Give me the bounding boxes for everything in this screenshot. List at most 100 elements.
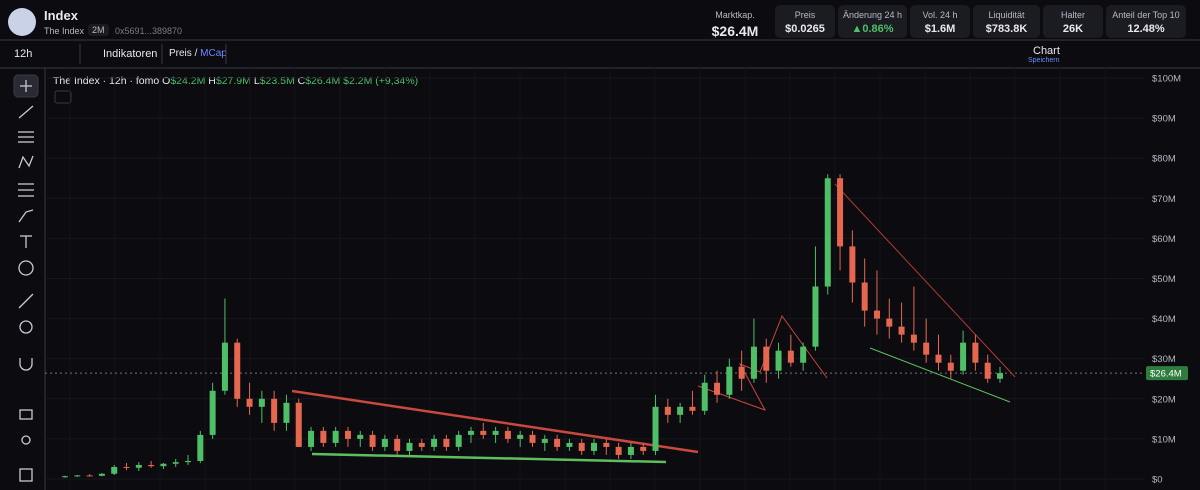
y-tick-label: $0: [1152, 475, 1163, 486]
candle-body: [775, 350, 782, 371]
candle-body: [504, 430, 511, 439]
stat-value: ▲0.86%: [851, 23, 894, 35]
interval[interactable]: 12h: [14, 48, 33, 60]
candle-body: [689, 406, 696, 411]
candle-body: [480, 430, 487, 435]
candle-body: [787, 350, 794, 363]
candle-body: [677, 406, 684, 415]
candle-body: [172, 462, 179, 464]
stat: Marktkap. $26.4M: [700, 5, 770, 39]
candle-body: [652, 406, 659, 451]
y-tick-label: $10M: [1152, 434, 1176, 445]
token-subtitle: The Index: [44, 26, 85, 36]
candle-body: [664, 406, 671, 415]
candle-body: [517, 434, 524, 439]
stat-label: Änderung 24 h: [842, 10, 903, 20]
sep: /: [194, 48, 198, 59]
stat-label: Preis: [794, 10, 816, 20]
candle-body: [578, 442, 585, 451]
stat-label: Liquidität: [988, 10, 1025, 20]
candle-body: [873, 310, 880, 319]
y-tick-label: $50M: [1152, 274, 1176, 285]
candle-body: [627, 446, 634, 455]
candle-body: [394, 438, 401, 451]
stat: Liquidität $783.8K: [973, 5, 1040, 38]
candle-body: [763, 346, 770, 371]
candle-body: [824, 178, 831, 287]
candle-body: [603, 442, 610, 447]
candle-body: [886, 318, 893, 327]
y-tick-label: $100M: [1152, 74, 1181, 85]
save[interactable]: Speichern: [1028, 57, 1060, 64]
candle-body: [714, 382, 721, 395]
c-key: C: [297, 75, 306, 87]
candle-body: [123, 466, 130, 468]
stat-value: 26K: [1062, 23, 1084, 35]
candle-body: [467, 430, 474, 435]
candle-body: [615, 446, 622, 455]
candle-body: [111, 466, 118, 474]
price-tag: [1146, 366, 1188, 381]
stat-value: $783.8K: [985, 23, 1028, 35]
stat-value: $0.0265: [785, 23, 825, 35]
candle-body: [406, 442, 413, 451]
candles: [62, 174, 1003, 478]
l-key: L: [253, 75, 260, 87]
stat-value: $1.6M: [924, 23, 956, 35]
price[interactable]: Preis: [169, 48, 192, 59]
y-tick-label: $70M: [1152, 194, 1176, 205]
candle-body: [332, 430, 339, 443]
drawings: [291, 183, 1016, 464]
candle-body: [554, 438, 561, 447]
candle-body: [209, 390, 216, 435]
candle-body: [972, 342, 979, 363]
candle-body: [960, 342, 967, 371]
stat-label: Anteil der Top 10: [1112, 10, 1180, 20]
o-key: O: [162, 75, 171, 87]
candle-body: [541, 438, 548, 443]
candle-body: [935, 354, 942, 363]
price-tag-label: $26.4M: [1150, 369, 1182, 380]
candle-body: [837, 178, 844, 247]
y-tick-label: $40M: [1152, 314, 1176, 325]
candle-body: [443, 438, 450, 447]
candle-body: [221, 342, 228, 391]
stat-label: Marktkap.: [715, 10, 755, 20]
candle-body: [923, 342, 930, 355]
candle-body: [431, 438, 438, 447]
candle-body: [849, 246, 856, 283]
candle-body: [418, 442, 425, 447]
candle-body: [295, 402, 302, 447]
candle-body: [750, 346, 757, 379]
mcap[interactable]: MCap: [200, 48, 227, 59]
y-tick-label: $90M: [1152, 114, 1176, 125]
stat: Vol. 24 h $1.6M: [910, 5, 970, 38]
candle-body: [357, 434, 364, 439]
candle-body: [160, 463, 167, 467]
candle-body: [148, 464, 155, 467]
side-tools[interactable]: [18, 80, 34, 482]
chart-menu[interactable]: Chart: [1033, 45, 1060, 57]
candle-body: [701, 382, 708, 411]
candle-body: [283, 402, 290, 423]
candle-body: [861, 282, 868, 311]
candle-body: [640, 446, 647, 451]
stat: Änderung 24 h ▲0.86%: [838, 5, 907, 38]
toolbar-icons: [0, 39, 1200, 490]
stat-value: 12.48%: [1127, 23, 1165, 35]
candle-body: [738, 366, 745, 379]
y-tick-label: $20M: [1152, 394, 1176, 405]
h-key: H: [208, 75, 216, 87]
candle-body: [246, 398, 253, 407]
candle-body: [74, 475, 81, 477]
candle-body: [591, 442, 598, 451]
price-toggle[interactable]: Preis / MCap: [169, 48, 227, 59]
candle-body: [997, 373, 1003, 379]
address[interactable]: 0x5691...389870: [115, 26, 183, 36]
candle-body: [566, 442, 573, 447]
indicators[interactable]: Indikatoren: [103, 48, 158, 60]
grid: $0 $10M $20M $30M $40M $50M $60M $70M $80M $90M $1…: [45, 68, 1188, 490]
candle-body: [135, 464, 142, 468]
candle-body: [812, 286, 819, 347]
